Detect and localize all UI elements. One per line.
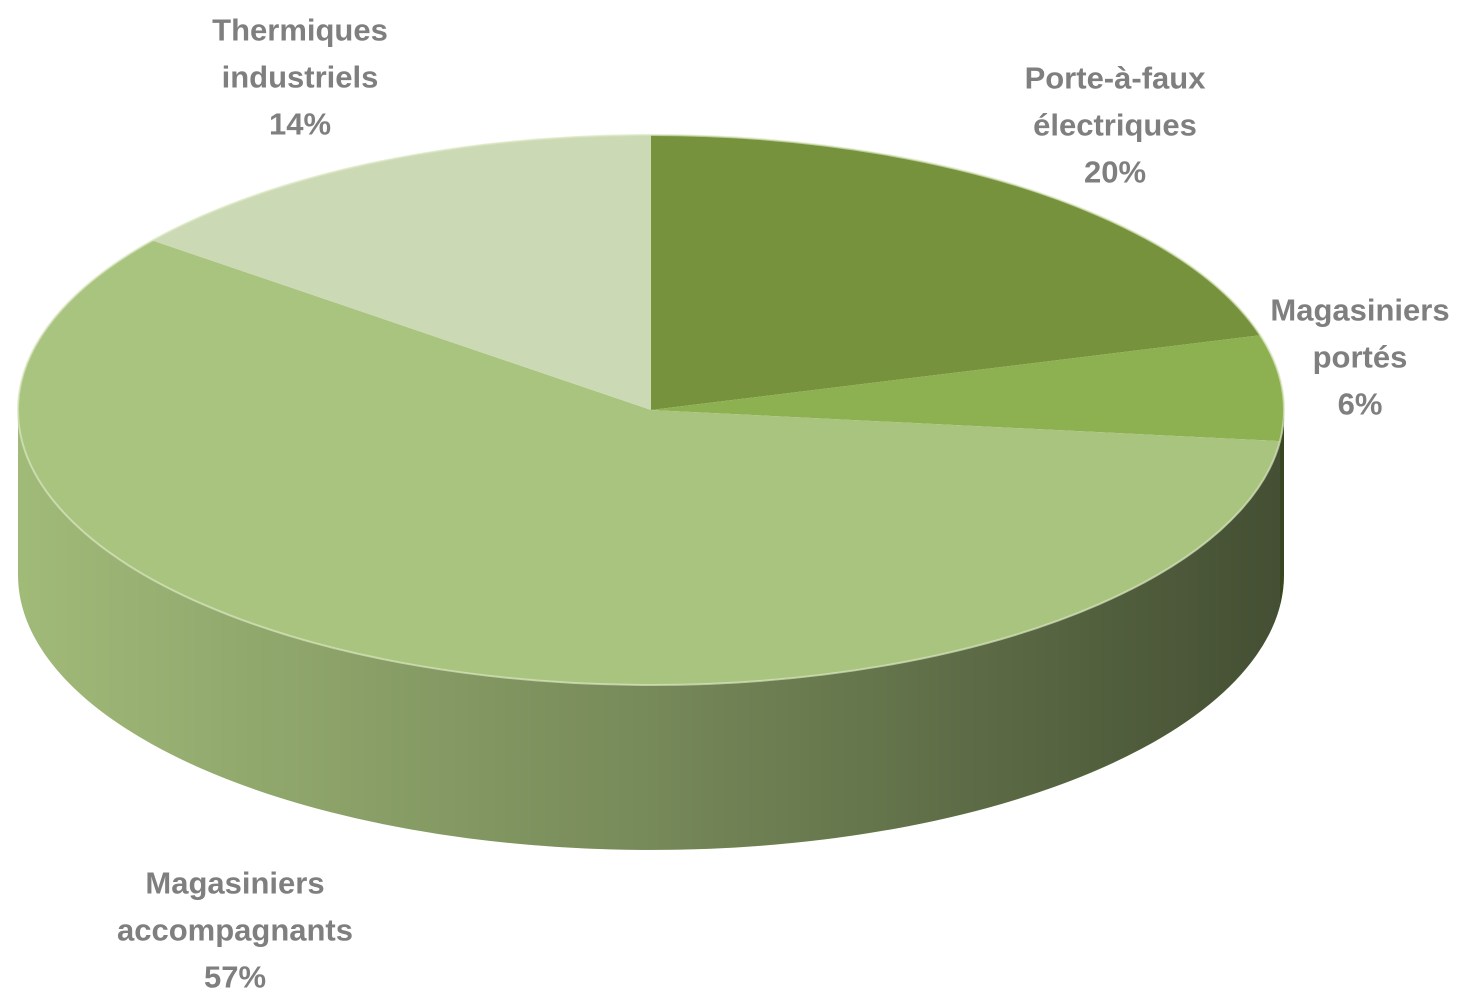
pie-slice — [651, 135, 1261, 410]
data-label: Magasiniers portés 6% — [1260, 287, 1460, 428]
data-label: Magasiniers accompagnants 57% — [90, 860, 380, 1001]
pie-slice — [17, 240, 1280, 685]
side-shade — [18, 410, 1284, 850]
label-value: 14% — [268, 106, 332, 142]
label-value: 6% — [1337, 386, 1383, 422]
rim-highlight — [17, 134, 1285, 686]
label-category: Magasiniers portés — [1270, 292, 1450, 375]
pie-slice — [651, 335, 1284, 442]
label-value: 20% — [1083, 154, 1147, 190]
pie-slice — [152, 135, 652, 410]
label-category: Thermiques industriels — [212, 12, 388, 95]
data-label: Thermiques industriels 14% — [195, 7, 405, 148]
label-category: Porte-à-faux électriques — [1024, 60, 1206, 143]
label-value: 57% — [203, 959, 267, 995]
data-label: Porte-à-faux électriques 20% — [995, 55, 1235, 196]
label-category: Magasiniers accompagnants — [116, 865, 353, 948]
